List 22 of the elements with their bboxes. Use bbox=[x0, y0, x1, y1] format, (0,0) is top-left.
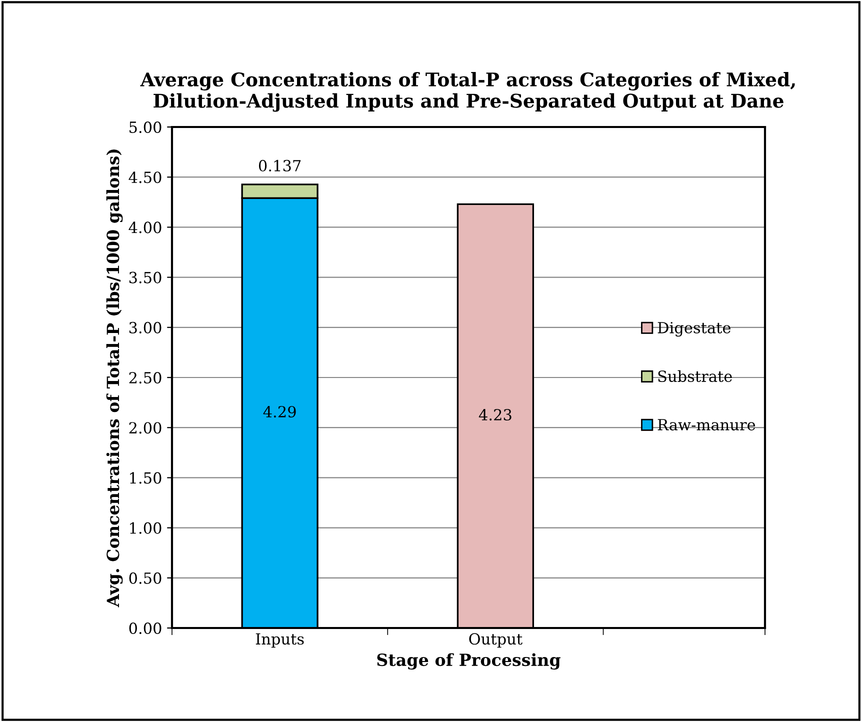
x-tick-label: Inputs bbox=[256, 633, 304, 648]
y-tick-label: 2.00 bbox=[129, 422, 162, 434]
y-tick-label: 3.00 bbox=[129, 322, 162, 334]
x-axis-title: Stage of Processing bbox=[377, 653, 560, 670]
y-tick-label: 0.00 bbox=[129, 622, 162, 634]
data-label: 4.23 bbox=[478, 408, 512, 421]
x-tick-label: Output bbox=[469, 633, 522, 648]
y-tick-label: 3.50 bbox=[129, 272, 162, 284]
y-tick-label: 0.50 bbox=[129, 572, 162, 584]
y-tick-label: 1.00 bbox=[130, 522, 162, 534]
y-axis-title: Avg. Concentrations of Total-P (lbs/1000 gallons) bbox=[106, 149, 123, 608]
legend-label: Digestate bbox=[658, 322, 730, 337]
y-tick-label: 2.50 bbox=[129, 372, 162, 384]
y-tick-label: 5.00 bbox=[130, 121, 162, 134]
data-label: 4.29 bbox=[263, 406, 296, 418]
y-tick-label: 4.50 bbox=[128, 172, 162, 184]
y-tick-label: 1.50 bbox=[130, 472, 162, 484]
legend-label: Raw-manure bbox=[658, 419, 756, 430]
y-tick-label: 4.00 bbox=[128, 222, 162, 234]
legend-label: Substrate bbox=[658, 370, 732, 382]
chart-title: Average Concentrations of Total-P across Categories of Mixed, Dilution-Adjusted Inputs and Pre-Separated Output at Dane bbox=[140, 72, 795, 112]
data-label: 0.137 bbox=[258, 160, 301, 172]
